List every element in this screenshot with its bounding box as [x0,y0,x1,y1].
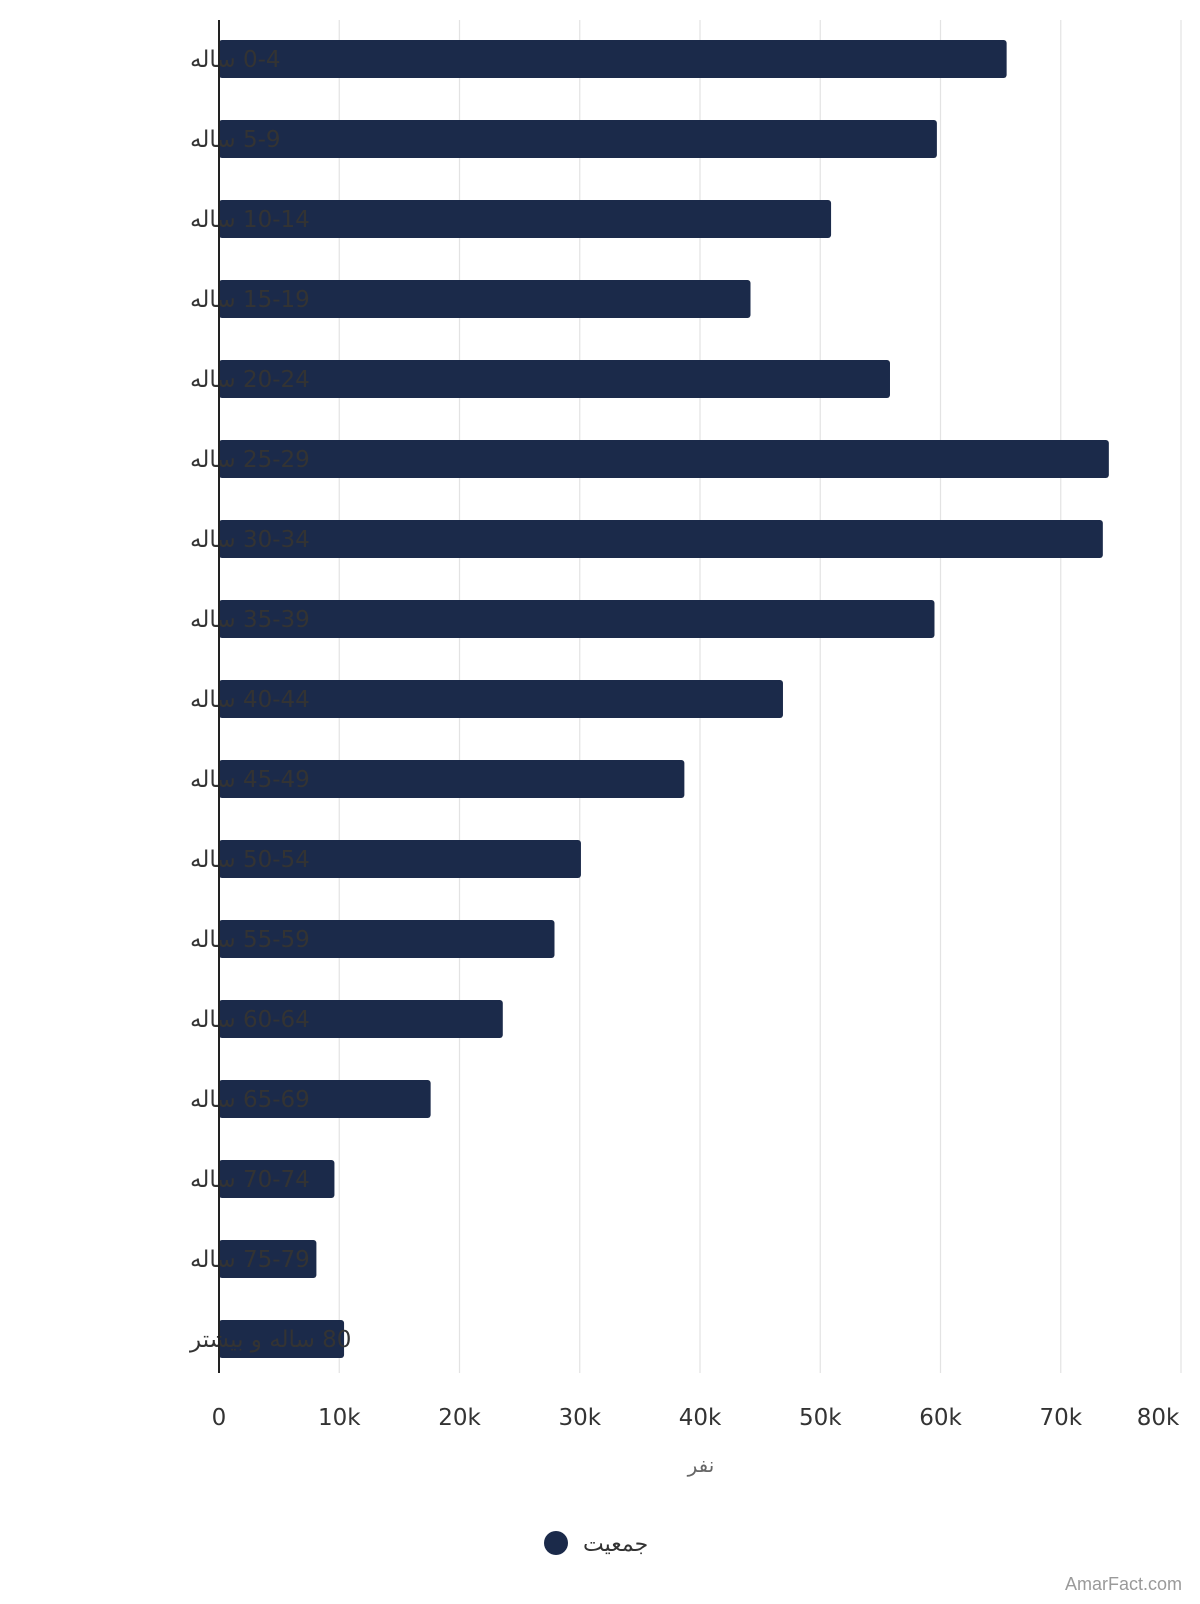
legend-label[interactable]: جمعیت [583,1532,648,1557]
bar[interactable] [219,520,1103,558]
bar[interactable] [219,40,1007,78]
category-label: 20-24 ساله [190,367,310,393]
bar[interactable] [219,920,555,958]
category-label: 65-69 ساله [190,1087,310,1113]
bar[interactable] [219,1160,335,1198]
bar[interactable] [219,1080,431,1118]
x-tick-labels: 0 10k 20k 30k 40k 50k 60k 70k 80k [212,1405,1180,1431]
x-tick-label: 70k [1039,1405,1082,1431]
x-tick-label: 80k [1137,1405,1180,1431]
x-tick-label: 20k [438,1405,481,1431]
bar[interactable] [219,760,685,798]
category-label: 50-54 ساله [190,847,310,873]
legend[interactable]: جمعیت [544,1531,648,1557]
category-label: 15-19 ساله [190,287,310,313]
bar[interactable] [219,120,937,158]
bar[interactable] [219,440,1109,478]
x-tick-label: 0 [212,1405,227,1431]
x-tick-label: 40k [679,1405,722,1431]
bar[interactable] [219,680,783,718]
category-label: 60-64 ساله [190,1007,310,1033]
x-tick-label: 10k [318,1405,361,1431]
category-label: 45-49 ساله [190,767,310,793]
bar[interactable] [219,360,890,398]
bar[interactable] [219,1320,345,1358]
x-tick-label: 60k [919,1405,962,1431]
bar[interactable] [219,200,832,238]
category-label: 70-74 ساله [190,1167,310,1193]
category-label: 35-39 ساله [190,607,310,633]
x-tick-label: 30k [558,1405,601,1431]
bar[interactable] [219,840,581,878]
category-label: 55-59 ساله [190,927,310,953]
x-axis-title: نفر [687,1453,715,1477]
bar[interactable] [219,600,935,638]
category-label: 0-4 ساله [190,47,281,73]
category-label: 10-14 ساله [190,207,310,233]
bar[interactable] [219,280,751,318]
bar[interactable] [219,1240,317,1278]
legend-swatch[interactable] [544,1531,568,1555]
category-label: 75-79 ساله [190,1247,310,1273]
category-labels: 0-4 ساله 5-9 ساله 10-14 ساله 15-19 ساله 20-2… [189,47,351,1353]
bar[interactable] [219,1000,503,1038]
watermark: AmarFact.com [1065,1574,1182,1594]
x-tick-label: 50k [799,1405,842,1431]
category-label: 80 ساله و بیشتر [189,1327,351,1353]
bars [219,40,1109,1358]
category-label: 30-34 ساله [190,527,310,553]
category-label: 5-9 ساله [190,127,281,153]
category-label: 25-29 ساله [190,447,310,473]
category-label: 40-44 ساله [190,687,310,713]
